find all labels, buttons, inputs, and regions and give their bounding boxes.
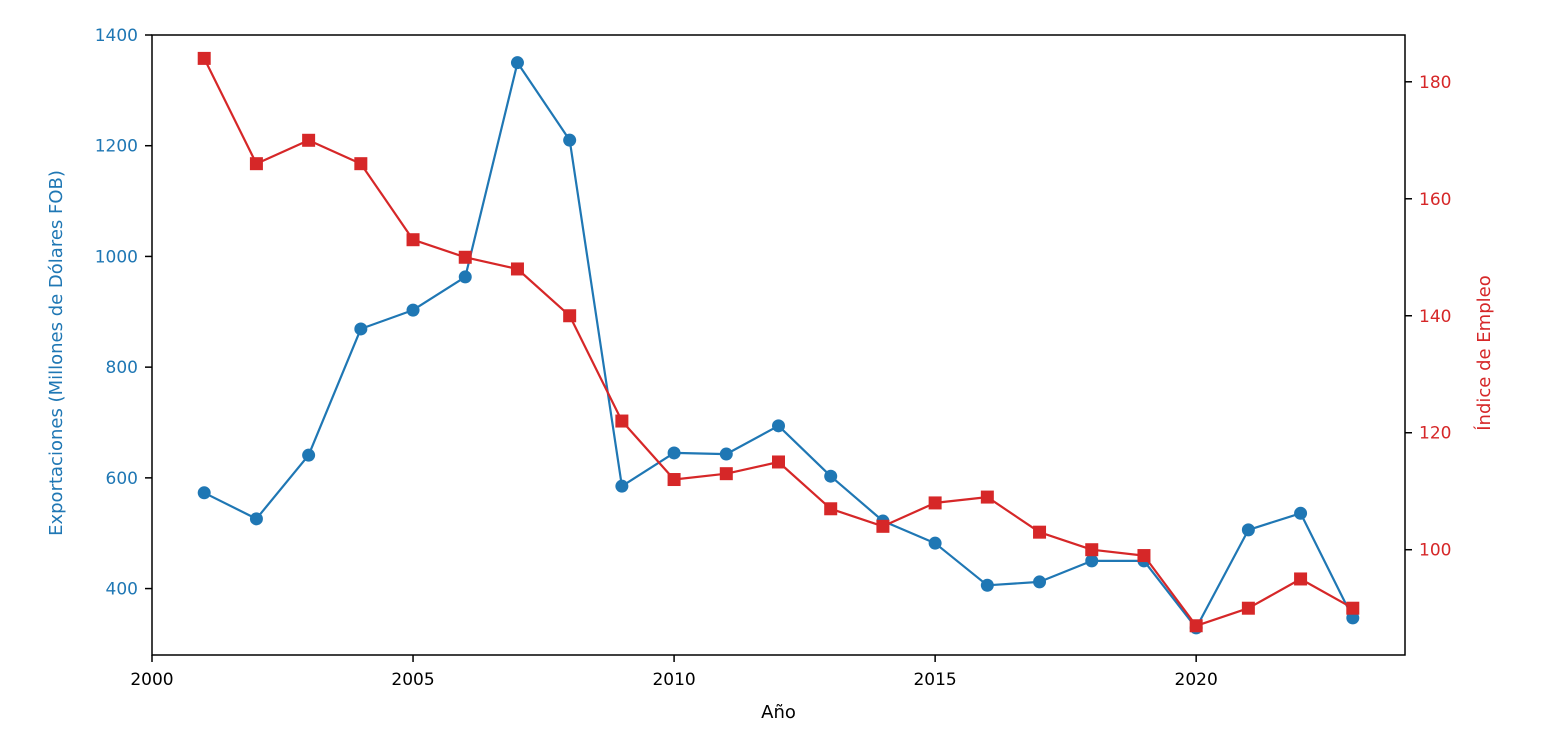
y-right-tick-label: 100 bbox=[1419, 541, 1451, 561]
indice-empleo-point bbox=[928, 496, 942, 510]
indice-empleo-point bbox=[563, 309, 577, 323]
exportaciones-point bbox=[615, 479, 629, 493]
indice-empleo-point bbox=[1189, 619, 1203, 633]
y-left-tick-label: 600 bbox=[106, 469, 138, 489]
x-tick-label: 2000 bbox=[130, 670, 173, 690]
exportaciones-point bbox=[197, 486, 211, 500]
indice-empleo-point bbox=[980, 490, 994, 504]
exportaciones-point bbox=[249, 512, 263, 526]
indice-empleo-point bbox=[719, 467, 733, 481]
indice-empleo-point bbox=[458, 250, 472, 264]
x-tick-label: 2005 bbox=[391, 670, 434, 690]
indice-empleo-point bbox=[1294, 572, 1308, 586]
indice-empleo-point bbox=[1033, 525, 1047, 539]
exportaciones-point bbox=[772, 419, 785, 433]
indice-empleo-point bbox=[354, 157, 368, 171]
exportaciones-point bbox=[1294, 506, 1308, 520]
plot-frame bbox=[151, 34, 1406, 656]
exportaciones-point bbox=[928, 536, 942, 550]
indice-empleo-point bbox=[302, 133, 316, 147]
y-left-tick-label: 800 bbox=[106, 358, 138, 378]
exportaciones-point bbox=[354, 322, 368, 336]
x-tick-label: 2010 bbox=[652, 670, 695, 690]
y-right-tick-label: 120 bbox=[1419, 424, 1451, 444]
indice-empleo-point bbox=[249, 157, 263, 171]
y-left-axis: 400 600 800 1000 1200 1400 bbox=[95, 26, 152, 600]
y-left-tick-label: 1000 bbox=[95, 247, 138, 267]
exportaciones-point bbox=[1033, 575, 1047, 589]
exportaciones-point bbox=[1241, 523, 1255, 537]
indice-empleo-point bbox=[510, 262, 524, 276]
indice-empleo-point bbox=[667, 473, 681, 487]
indice-empleo-point bbox=[197, 51, 211, 65]
x-tick-label: 2015 bbox=[913, 670, 956, 690]
y-right-axis: 100 120 140 160 180 bbox=[1405, 73, 1451, 561]
x-tick-label: 2020 bbox=[1175, 670, 1218, 690]
exportaciones-point bbox=[406, 303, 420, 317]
y-right-axis-label: Índice de Empleo bbox=[1473, 275, 1495, 430]
exportaciones-point bbox=[458, 270, 472, 284]
indice-empleo-point bbox=[1085, 543, 1099, 557]
indice-empleo-point bbox=[772, 455, 785, 469]
indice-empleo-point bbox=[1137, 549, 1151, 563]
exportaciones-series-line bbox=[203, 61, 1354, 630]
indice-empleo-point bbox=[406, 233, 420, 247]
y-left-tick-label: 1200 bbox=[95, 137, 138, 157]
exportaciones-point bbox=[1085, 554, 1099, 568]
exportaciones-point bbox=[510, 56, 524, 70]
x-axis: 2000 2005 2010 2015 2020 bbox=[130, 655, 1218, 690]
indice-empleo-point bbox=[1241, 601, 1255, 615]
indice-empleo-point bbox=[876, 519, 890, 533]
exportaciones-point bbox=[667, 446, 681, 460]
y-right-tick-label: 160 bbox=[1419, 190, 1451, 210]
exportaciones-point bbox=[824, 469, 838, 483]
y-right-tick-label: 180 bbox=[1419, 73, 1451, 93]
exportaciones-point bbox=[719, 447, 733, 461]
y-right-tick-label: 140 bbox=[1419, 307, 1451, 327]
indice-empleo-series-line bbox=[203, 57, 1354, 627]
y-left-axis-label: Exportaciones (Millones de Dólares FOB) bbox=[46, 170, 67, 536]
y-left-tick-label: 1400 bbox=[95, 26, 138, 46]
x-axis-label: Año bbox=[761, 702, 796, 723]
exportaciones-point bbox=[980, 578, 994, 592]
indice-empleo-point bbox=[615, 414, 629, 428]
y-left-tick-label: 400 bbox=[106, 580, 138, 600]
exportaciones-point bbox=[302, 448, 316, 462]
indice-empleo-point bbox=[1346, 601, 1360, 615]
exportaciones-point bbox=[563, 133, 577, 147]
indice-empleo-point bbox=[824, 502, 838, 516]
